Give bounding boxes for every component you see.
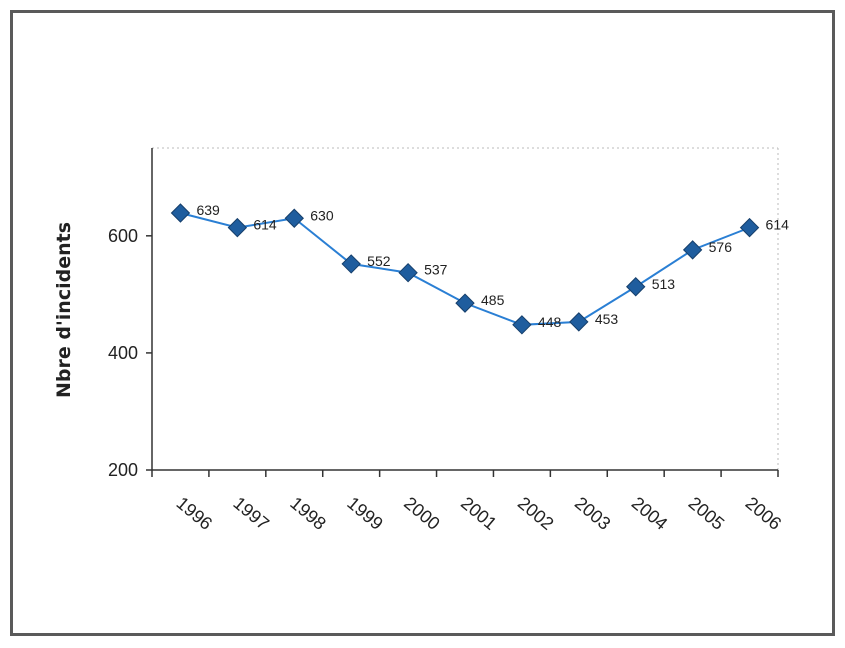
y-tick-label: 400 — [108, 343, 138, 363]
x-tick-label: 2000 — [400, 493, 444, 534]
data-point-marker — [682, 240, 703, 260]
data-labels: 639 614 630 552 537 485 448 453 513 576 614 — [196, 202, 789, 330]
x-tick-label: 1998 — [286, 493, 330, 534]
data-label: 453 — [595, 311, 619, 327]
data-label: 630 — [310, 207, 334, 223]
data-point-marker — [739, 217, 760, 238]
data-label: 513 — [652, 276, 676, 292]
x-tick-label: 1999 — [343, 493, 387, 534]
y-axis-ticks: 200 400 600 — [108, 226, 152, 480]
data-point-marker — [512, 315, 532, 335]
data-point-marker — [341, 254, 361, 274]
data-label: 614 — [253, 217, 277, 233]
y-axis-title: Nbre d'incidents — [53, 222, 75, 398]
series-markers — [170, 203, 760, 335]
x-tick-label: 2003 — [571, 493, 615, 534]
data-label: 639 — [196, 202, 220, 218]
x-tick-label: 2001 — [457, 493, 501, 534]
chart-frame — [10, 10, 835, 636]
data-point-marker — [170, 203, 191, 223]
data-label: 552 — [367, 253, 391, 269]
x-tick-label: 2004 — [628, 493, 672, 534]
x-tick-label: 2006 — [742, 493, 786, 534]
y-tick-label: 600 — [108, 226, 138, 246]
x-tick-label: 1997 — [229, 493, 273, 534]
data-label: 448 — [538, 314, 562, 330]
data-label: 537 — [424, 262, 448, 278]
axes — [151, 148, 778, 471]
data-point-marker — [398, 262, 418, 283]
plot-area-border — [152, 147, 779, 470]
x-tick-label: 1996 — [173, 493, 217, 534]
data-label: 576 — [709, 239, 733, 255]
x-axis-ticks: 1996 1997 1998 1999 2000 2001 2002 2003 2004 2005… — [151, 470, 786, 534]
x-tick-label: 2002 — [514, 493, 558, 534]
data-point-marker — [569, 312, 589, 332]
y-tick-label: 200 — [108, 460, 138, 480]
data-point-marker — [284, 208, 304, 228]
data-point-marker — [455, 293, 475, 313]
data-label: 485 — [481, 292, 505, 308]
data-label: 614 — [766, 217, 790, 233]
data-point-marker — [227, 217, 248, 238]
x-tick-label: 2005 — [685, 493, 729, 534]
data-point-marker — [626, 277, 646, 297]
